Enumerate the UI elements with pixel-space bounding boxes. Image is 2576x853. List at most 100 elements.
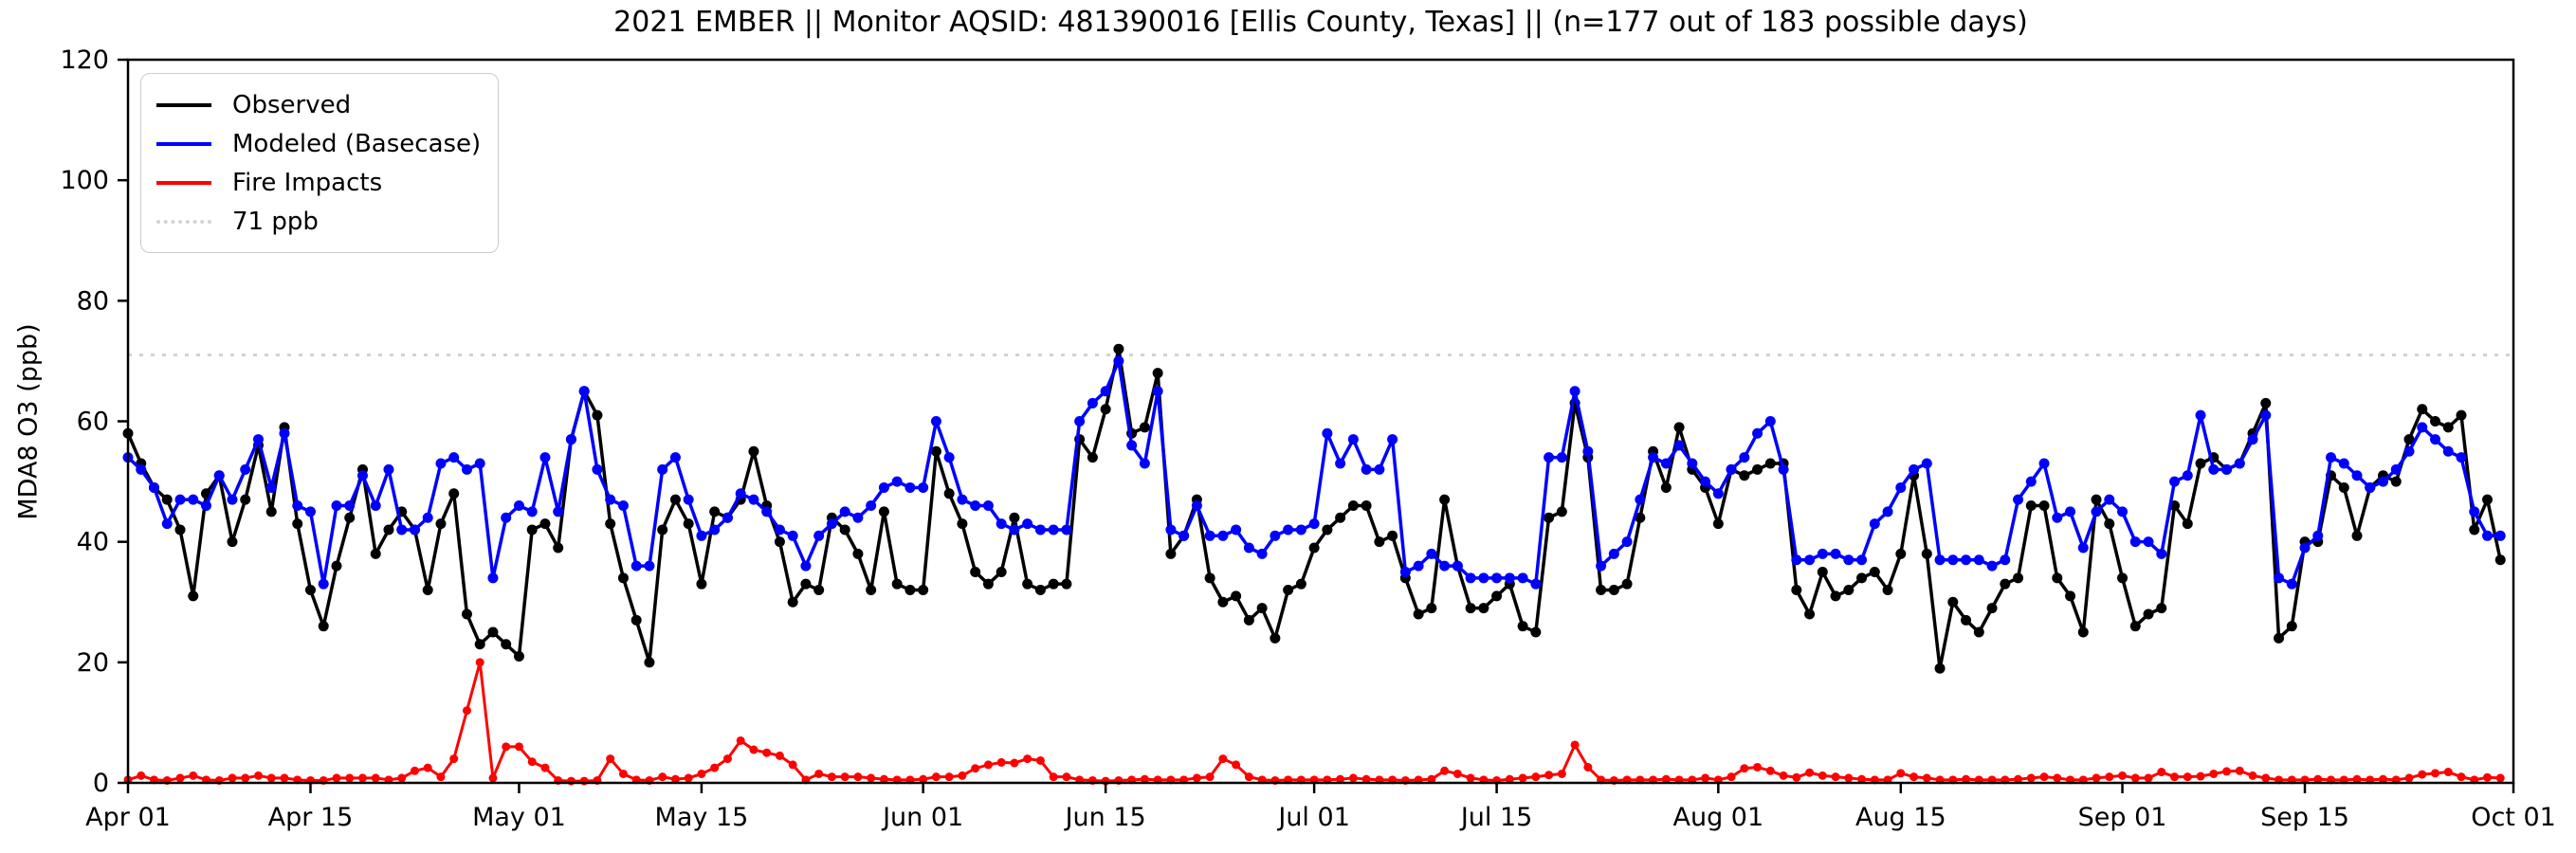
data-point xyxy=(1165,548,1177,559)
data-point xyxy=(1361,463,1372,475)
data-point xyxy=(1204,572,1215,584)
data-point xyxy=(1896,769,1906,778)
x-tick-label: Apr 15 xyxy=(268,803,354,832)
data-point xyxy=(2104,494,2115,505)
data-point xyxy=(1491,572,1503,584)
data-point xyxy=(735,488,746,499)
data-point xyxy=(2404,773,2414,783)
data-point xyxy=(1621,578,1633,590)
data-point xyxy=(1283,585,1294,596)
data-point xyxy=(2312,530,2324,541)
data-point xyxy=(2403,434,2415,445)
data-point xyxy=(174,494,186,505)
data-point xyxy=(2183,772,2192,782)
data-point xyxy=(1100,386,1111,397)
data-point xyxy=(696,578,707,590)
data-point xyxy=(2274,632,2285,644)
data-point xyxy=(1961,554,1972,566)
data-point xyxy=(565,434,576,445)
data-point xyxy=(462,706,471,716)
data-point xyxy=(1270,632,1281,644)
observed-line-sample xyxy=(156,102,211,107)
data-point xyxy=(2052,512,2063,523)
data-point xyxy=(1712,488,1724,499)
data-point xyxy=(2117,506,2128,517)
data-point xyxy=(383,524,394,535)
data-point xyxy=(2313,774,2323,784)
data-point xyxy=(918,481,929,493)
data-point xyxy=(1726,463,1737,475)
data-point xyxy=(304,506,316,517)
data-point xyxy=(669,494,681,505)
data-point xyxy=(396,524,408,535)
data-point xyxy=(879,774,888,784)
data-point xyxy=(592,463,603,475)
data-point xyxy=(748,494,759,505)
data-point xyxy=(1283,524,1294,535)
data-point xyxy=(736,735,745,745)
data-point xyxy=(1022,518,1033,530)
data-point xyxy=(943,488,955,499)
data-point xyxy=(435,518,447,530)
data-point xyxy=(1270,530,1281,541)
data-point xyxy=(1739,470,1750,481)
data-point xyxy=(2379,774,2388,784)
data-point xyxy=(1347,500,1359,512)
y-tick-label: 120 xyxy=(60,45,109,75)
data-point xyxy=(1022,578,1033,590)
data-point xyxy=(1478,572,1489,584)
data-point xyxy=(826,518,837,530)
data-point xyxy=(2483,772,2493,782)
data-point xyxy=(931,772,941,782)
data-point xyxy=(1947,554,1959,566)
data-point xyxy=(1765,766,1775,775)
data-point xyxy=(2039,772,2049,782)
x-tick-label: Jun 15 xyxy=(1064,803,1146,832)
legend-label: 71 ppb xyxy=(232,207,319,236)
data-point xyxy=(814,769,824,778)
data-point xyxy=(1779,771,1788,780)
data-point xyxy=(1152,386,1163,397)
data-point xyxy=(996,566,1007,577)
data-point xyxy=(918,585,929,596)
data-point xyxy=(1531,772,1541,782)
data-point xyxy=(1361,500,1372,512)
data-point xyxy=(1895,548,1907,559)
data-point xyxy=(617,500,629,512)
data-point xyxy=(241,773,250,783)
data-point xyxy=(1882,585,1893,596)
data-point xyxy=(2143,536,2154,548)
data-point xyxy=(787,530,798,541)
data-point xyxy=(1817,566,1828,577)
data-point xyxy=(2286,578,2297,590)
data-point xyxy=(1439,494,1451,505)
data-point xyxy=(827,772,836,782)
data-point xyxy=(996,757,1006,767)
data-point xyxy=(982,578,994,590)
data-point xyxy=(1934,662,1946,674)
y-tick-label: 40 xyxy=(77,528,109,557)
data-point xyxy=(2130,773,2140,783)
data-point xyxy=(1517,572,1528,584)
data-point xyxy=(2469,506,2480,517)
data-point xyxy=(2129,536,2141,548)
data-point xyxy=(344,500,356,512)
data-point xyxy=(684,773,693,783)
data-point xyxy=(774,536,785,548)
data-point xyxy=(618,769,628,778)
data-point xyxy=(1792,772,1801,782)
data-point xyxy=(2170,772,2180,782)
data-point xyxy=(1569,386,1580,397)
data-point xyxy=(1010,758,1019,768)
data-point xyxy=(2091,506,2102,517)
data-point xyxy=(1336,774,1345,784)
data-point xyxy=(996,518,1007,530)
data-point xyxy=(891,476,903,487)
data-point xyxy=(1191,500,1202,512)
data-point xyxy=(1608,548,1619,559)
data-point xyxy=(2077,626,2089,638)
data-point xyxy=(1764,458,1776,469)
data-point xyxy=(501,512,512,523)
data-point xyxy=(1295,578,1306,590)
data-point xyxy=(1244,772,1253,782)
